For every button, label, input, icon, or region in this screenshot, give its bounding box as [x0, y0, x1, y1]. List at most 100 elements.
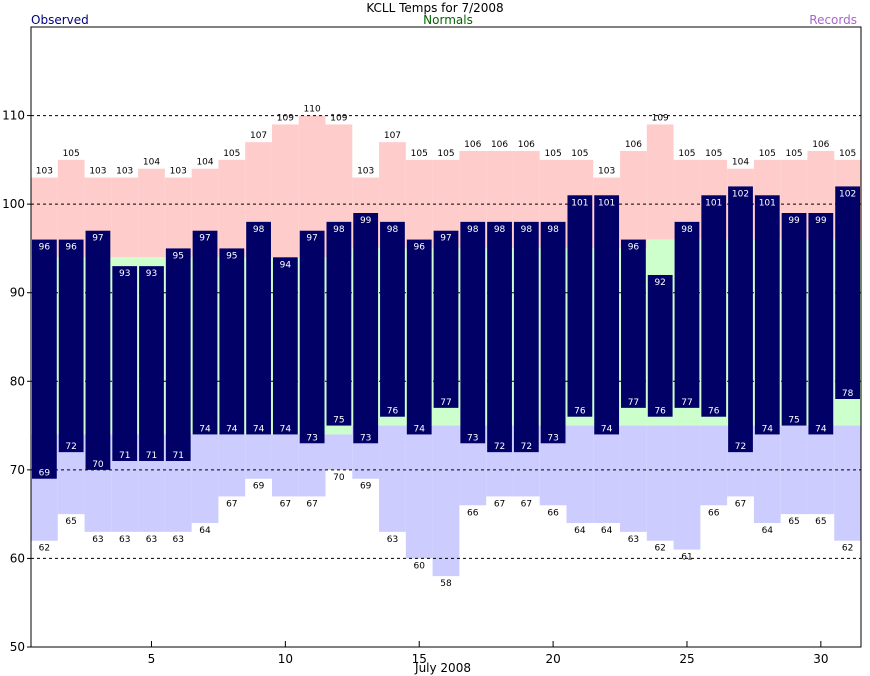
observed-low-label: 72	[735, 442, 746, 452]
observed-high-label: 96	[628, 243, 640, 253]
record-high-band	[646, 124, 674, 240]
observed-high-label: 98	[494, 225, 506, 235]
record-low-label: 61	[681, 553, 692, 563]
record-high-label: 105	[223, 149, 240, 159]
observed-high-label: 98	[681, 225, 693, 235]
record-low-band	[379, 425, 406, 532]
record-high-label: 107	[384, 131, 401, 141]
observed-high-label: 94	[280, 260, 292, 270]
record-high-label: 103	[116, 167, 133, 177]
record-low-label: 69	[360, 482, 372, 492]
observed-bar	[192, 230, 218, 435]
record-high-label: 106	[812, 140, 829, 150]
observed-bar	[380, 221, 405, 417]
y-tick-label: 90	[10, 286, 25, 300]
observed-bar	[487, 221, 512, 453]
record-low-label: 60	[413, 561, 425, 571]
record-low-label: 65	[815, 517, 826, 527]
record-low-label: 62	[39, 544, 50, 554]
record-high-label: 105	[571, 149, 588, 159]
observed-high-label: 96	[39, 243, 51, 253]
observed-high-label: 96	[65, 243, 77, 253]
record-low-label: 66	[708, 508, 720, 518]
plot-frame	[30, 26, 862, 648]
observed-low-label: 71	[173, 451, 184, 461]
observed-low-label: 78	[842, 389, 854, 399]
observed-bar	[58, 239, 84, 453]
observed-bar	[112, 266, 138, 461]
record-low-band	[620, 425, 647, 532]
observed-bar	[835, 186, 860, 399]
observed-low-label: 73	[306, 433, 317, 443]
observed-low-label: 76	[387, 407, 399, 417]
record-high-band	[138, 168, 165, 258]
observed-low-label: 69	[39, 469, 51, 479]
observed-high-label: 99	[815, 216, 827, 226]
record-high-label: 105	[437, 149, 454, 159]
observed-low-label: 74	[199, 424, 211, 434]
record-high-label: 106	[625, 140, 642, 150]
observed-bar	[621, 239, 646, 408]
record-low-band	[218, 434, 246, 497]
record-low-label: 64	[574, 526, 586, 536]
observed-low-label: 76	[654, 407, 666, 417]
record-low-label: 67	[306, 499, 317, 509]
observed-low-label: 74	[815, 424, 827, 434]
observed-low-label: 75	[788, 416, 799, 426]
record-high-label: 109	[330, 113, 347, 123]
observed-high-label: 96	[413, 243, 425, 253]
record-low-band	[298, 434, 326, 497]
observed-bar	[460, 221, 486, 444]
record-high-label: 106	[518, 140, 535, 150]
y-tick-label: 80	[10, 374, 25, 388]
observed-low-label: 73	[360, 433, 371, 443]
observed-bar	[808, 213, 834, 435]
y-tick-label: 110	[2, 109, 25, 123]
record-low-label: 69	[253, 482, 265, 492]
observed-bar	[246, 221, 271, 435]
record-low-band	[271, 434, 299, 497]
legend-records: Records	[809, 13, 857, 27]
observed-low-label: 74	[253, 424, 265, 434]
record-low-band	[593, 425, 621, 523]
x-tick-label: 20	[545, 652, 560, 666]
record-low-label: 65	[788, 517, 799, 527]
y-tick-label: 100	[2, 197, 25, 211]
observed-bar	[219, 248, 245, 435]
record-low-band	[566, 425, 594, 523]
y-tick-label: 50	[10, 640, 25, 654]
record-low-label: 65	[65, 517, 76, 527]
record-low-band	[646, 425, 674, 541]
observed-high-label: 98	[333, 225, 345, 235]
record-high-label: 103	[89, 167, 106, 177]
x-axis-label: July 2008	[414, 661, 471, 675]
observed-low-label: 71	[146, 451, 157, 461]
x-tick-label: 5	[148, 652, 156, 666]
observed-low-label: 72	[521, 442, 532, 452]
x-tick-label: 25	[679, 652, 694, 666]
record-low-band	[432, 425, 460, 577]
observed-bar	[326, 221, 352, 426]
observed-high-label: 93	[119, 269, 130, 279]
observed-bar	[139, 266, 164, 461]
legend-observed: Observed	[31, 13, 89, 27]
record-low-label: 66	[547, 508, 559, 518]
observed-low-label: 72	[65, 442, 76, 452]
observed-low-label: 74	[226, 424, 238, 434]
observed-high-label: 98	[387, 225, 399, 235]
record-low-band	[325, 434, 353, 470]
record-high-label: 105	[785, 149, 802, 159]
observed-low-label: 77	[681, 398, 692, 408]
record-high-band	[111, 177, 139, 258]
record-low-band	[753, 425, 781, 523]
record-low-band	[673, 425, 701, 550]
observed-bar	[32, 239, 57, 479]
observed-low-label: 76	[574, 407, 586, 417]
record-high-label: 103	[36, 167, 53, 177]
record-low-band	[191, 434, 219, 523]
record-high-band	[164, 177, 192, 258]
observed-high-label: 102	[839, 189, 856, 199]
observed-low-label: 74	[280, 424, 292, 434]
observed-low-label: 73	[467, 433, 478, 443]
